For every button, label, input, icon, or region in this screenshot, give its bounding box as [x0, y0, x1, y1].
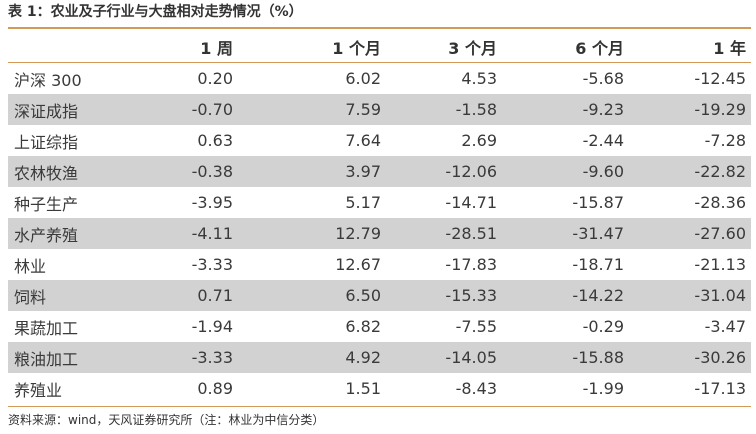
cell-value: -4.11 [158, 218, 238, 249]
cell-value: -30.26 [629, 342, 751, 373]
cell-value: -14.05 [386, 342, 502, 373]
row-name: 上证综指 [8, 125, 158, 156]
row-name: 种子生产 [8, 187, 158, 218]
header-name [8, 31, 158, 63]
cell-value: -0.70 [158, 94, 238, 125]
cell-value: 7.64 [238, 125, 386, 156]
top-rule [8, 27, 751, 29]
cell-value: -8.43 [386, 373, 502, 404]
table-title: 表 1：农业及子行业与大盘相对走势情况（%） [8, 4, 303, 20]
row-name: 深证成指 [8, 94, 158, 125]
cell-value: -9.23 [502, 94, 629, 125]
cell-value: -15.88 [502, 342, 629, 373]
cell-value: -17.83 [386, 249, 502, 280]
cell-value: -2.44 [502, 125, 629, 156]
table-row: 养殖业 0.89 1.51 -8.43 -1.99 -17.13 [8, 373, 751, 404]
cell-value: -0.29 [502, 311, 629, 342]
cell-value: -1.94 [158, 311, 238, 342]
table-row: 果蔬加工 -1.94 6.82 -7.55 -0.29 -3.47 [8, 311, 751, 342]
cell-value: 0.20 [158, 62, 238, 94]
bottom-rule [8, 406, 751, 407]
row-name: 林业 [8, 249, 158, 280]
cell-value: 0.71 [158, 280, 238, 311]
cell-value: -3.95 [158, 187, 238, 218]
cell-value: -9.60 [502, 156, 629, 187]
cell-value: -18.71 [502, 249, 629, 280]
cell-value: -21.13 [629, 249, 751, 280]
cell-value: 5.17 [238, 187, 386, 218]
row-name: 农林牧渔 [8, 156, 158, 187]
row-name: 果蔬加工 [8, 311, 158, 342]
table-row: 水产养殖 -4.11 12.79 -28.51 -31.47 -27.60 [8, 218, 751, 249]
cell-value: -14.71 [386, 187, 502, 218]
row-name: 沪深 300 [8, 62, 158, 94]
cell-value: -15.33 [386, 280, 502, 311]
header-1-week: 1 周 [158, 31, 238, 63]
cell-value: -31.47 [502, 218, 629, 249]
cell-value: -12.45 [629, 62, 751, 94]
cell-value: -5.68 [502, 62, 629, 94]
cell-value: 0.63 [158, 125, 238, 156]
cell-value: 7.59 [238, 94, 386, 125]
cell-value: -1.58 [386, 94, 502, 125]
cell-value: 4.53 [386, 62, 502, 94]
cell-value: -7.55 [386, 311, 502, 342]
cell-value: -19.29 [629, 94, 751, 125]
cell-value: -27.60 [629, 218, 751, 249]
table-header-row: 1 周 1 个月 3 个月 6 个月 1 年 [8, 31, 751, 63]
table-row: 上证综指 0.63 7.64 2.69 -2.44 -7.28 [8, 125, 751, 156]
cell-value: 6.50 [238, 280, 386, 311]
table-row: 林业 -3.33 12.67 -17.83 -18.71 -21.13 [8, 249, 751, 280]
cell-value: -17.13 [629, 373, 751, 404]
cell-value: 4.92 [238, 342, 386, 373]
cell-value: -3.33 [158, 342, 238, 373]
header-1-month: 1 个月 [238, 31, 386, 63]
row-name: 饲料 [8, 280, 158, 311]
row-name: 粮油加工 [8, 342, 158, 373]
cell-value: 6.02 [238, 62, 386, 94]
header-3-month: 3 个月 [386, 31, 502, 63]
row-name: 水产养殖 [8, 218, 158, 249]
table-row: 深证成指 -0.70 7.59 -1.58 -9.23 -19.29 [8, 94, 751, 125]
cell-value: -1.99 [502, 373, 629, 404]
cell-value: -3.33 [158, 249, 238, 280]
cell-value: 12.79 [238, 218, 386, 249]
cell-value: -14.22 [502, 280, 629, 311]
cell-value: 0.89 [158, 373, 238, 404]
header-1-year: 1 年 [629, 31, 751, 63]
cell-value: -7.28 [629, 125, 751, 156]
table-row: 种子生产 -3.95 5.17 -14.71 -15.87 -28.36 [8, 187, 751, 218]
cell-value: 2.69 [386, 125, 502, 156]
cell-value: 12.67 [238, 249, 386, 280]
table-row: 饲料 0.71 6.50 -15.33 -14.22 -31.04 [8, 280, 751, 311]
table-row: 粮油加工 -3.33 4.92 -14.05 -15.88 -30.26 [8, 342, 751, 373]
cell-value: -22.82 [629, 156, 751, 187]
table-row: 沪深 300 0.20 6.02 4.53 -5.68 -12.45 [8, 62, 751, 94]
cell-value: -12.06 [386, 156, 502, 187]
cell-value: -28.51 [386, 218, 502, 249]
row-name: 养殖业 [8, 373, 158, 404]
cell-value: -0.38 [158, 156, 238, 187]
cell-value: -31.04 [629, 280, 751, 311]
cell-value: 3.97 [238, 156, 386, 187]
cell-value: -15.87 [502, 187, 629, 218]
header-6-month: 6 个月 [502, 31, 629, 63]
cell-value: 1.51 [238, 373, 386, 404]
cell-value: -3.47 [629, 311, 751, 342]
performance-table: 1 周 1 个月 3 个月 6 个月 1 年 沪深 300 0.20 6.02 4.5… [8, 31, 751, 404]
source-note: 资料来源：wind，天风证券研究所（注：林业为中信分类） [8, 413, 325, 427]
cell-value: 6.82 [238, 311, 386, 342]
table-row: 农林牧渔 -0.38 3.97 -12.06 -9.60 -22.82 [8, 156, 751, 187]
cell-value: -28.36 [629, 187, 751, 218]
